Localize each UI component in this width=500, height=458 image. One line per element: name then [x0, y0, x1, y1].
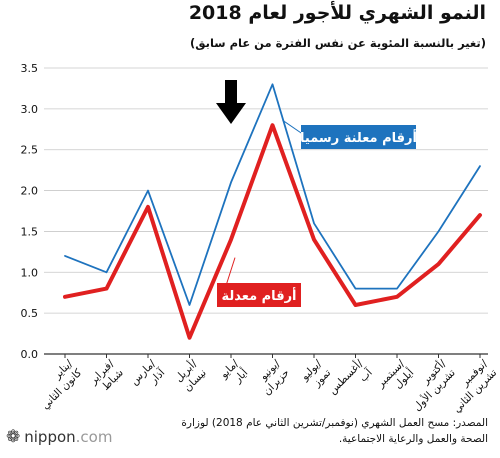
flower-icon: ❁ — [6, 426, 21, 447]
nippon-logo: ❁ nippon .com — [6, 428, 112, 446]
x-tick-label: سبتمبر/أيلول — [374, 357, 417, 400]
source-note: المصدر: مسح العمل الشهري (نوفمبر/تشرين ا… — [181, 417, 488, 445]
y-tick-label: 0.0 — [21, 348, 39, 361]
x-tick-label: مايو/أيار — [217, 357, 250, 390]
y-tick-label: 1.5 — [21, 225, 39, 238]
x-tick-label: يناير/كانون الثاني — [30, 357, 85, 412]
legend-box — [301, 125, 416, 149]
official-series-line — [64, 83, 481, 306]
y-tick-label: 0.5 — [21, 307, 39, 320]
x-tick-label: مارس/آذار — [128, 357, 168, 397]
y-unit-label: (تغير بالنسبة المئوية عن نفس الفترة من ع… — [190, 36, 486, 50]
brand-name: nippon — [24, 428, 76, 446]
x-tick-label: أغسطس/آب — [325, 355, 375, 405]
y-tick-label: 3.5 — [21, 62, 39, 75]
legend-label: أرقام معلنة رسميا — [300, 129, 417, 146]
brand-tld: .com — [75, 428, 113, 446]
y-tick-label: 2.5 — [21, 144, 39, 157]
chart-title: النمو الشهري للأجور لعام 2018 — [188, 2, 486, 24]
y-tick-label: 3.0 — [21, 103, 39, 116]
y-tick-label: 1.0 — [21, 266, 39, 279]
legend-revised: أرقام معدلة — [217, 257, 301, 307]
legend-official: أرقام معلنة رسميا — [282, 119, 417, 149]
x-tick-label: أكتوبر/تشرين الأول — [401, 356, 459, 414]
x-tick-label: يونيو/حزيران — [252, 357, 292, 397]
legend-label: أرقام معدلة — [221, 287, 296, 304]
down-arrow-icon — [216, 80, 246, 124]
x-tick-label: أبريل/نيسان — [171, 356, 209, 394]
legend-box — [217, 283, 301, 307]
x-tick-label: فبراير/شباط — [87, 357, 126, 396]
revised-series-line — [63, 123, 482, 340]
x-tick-label: نوفمبر/تشرين الثاني — [442, 357, 500, 415]
y-tick-label: 2.0 — [21, 185, 39, 198]
